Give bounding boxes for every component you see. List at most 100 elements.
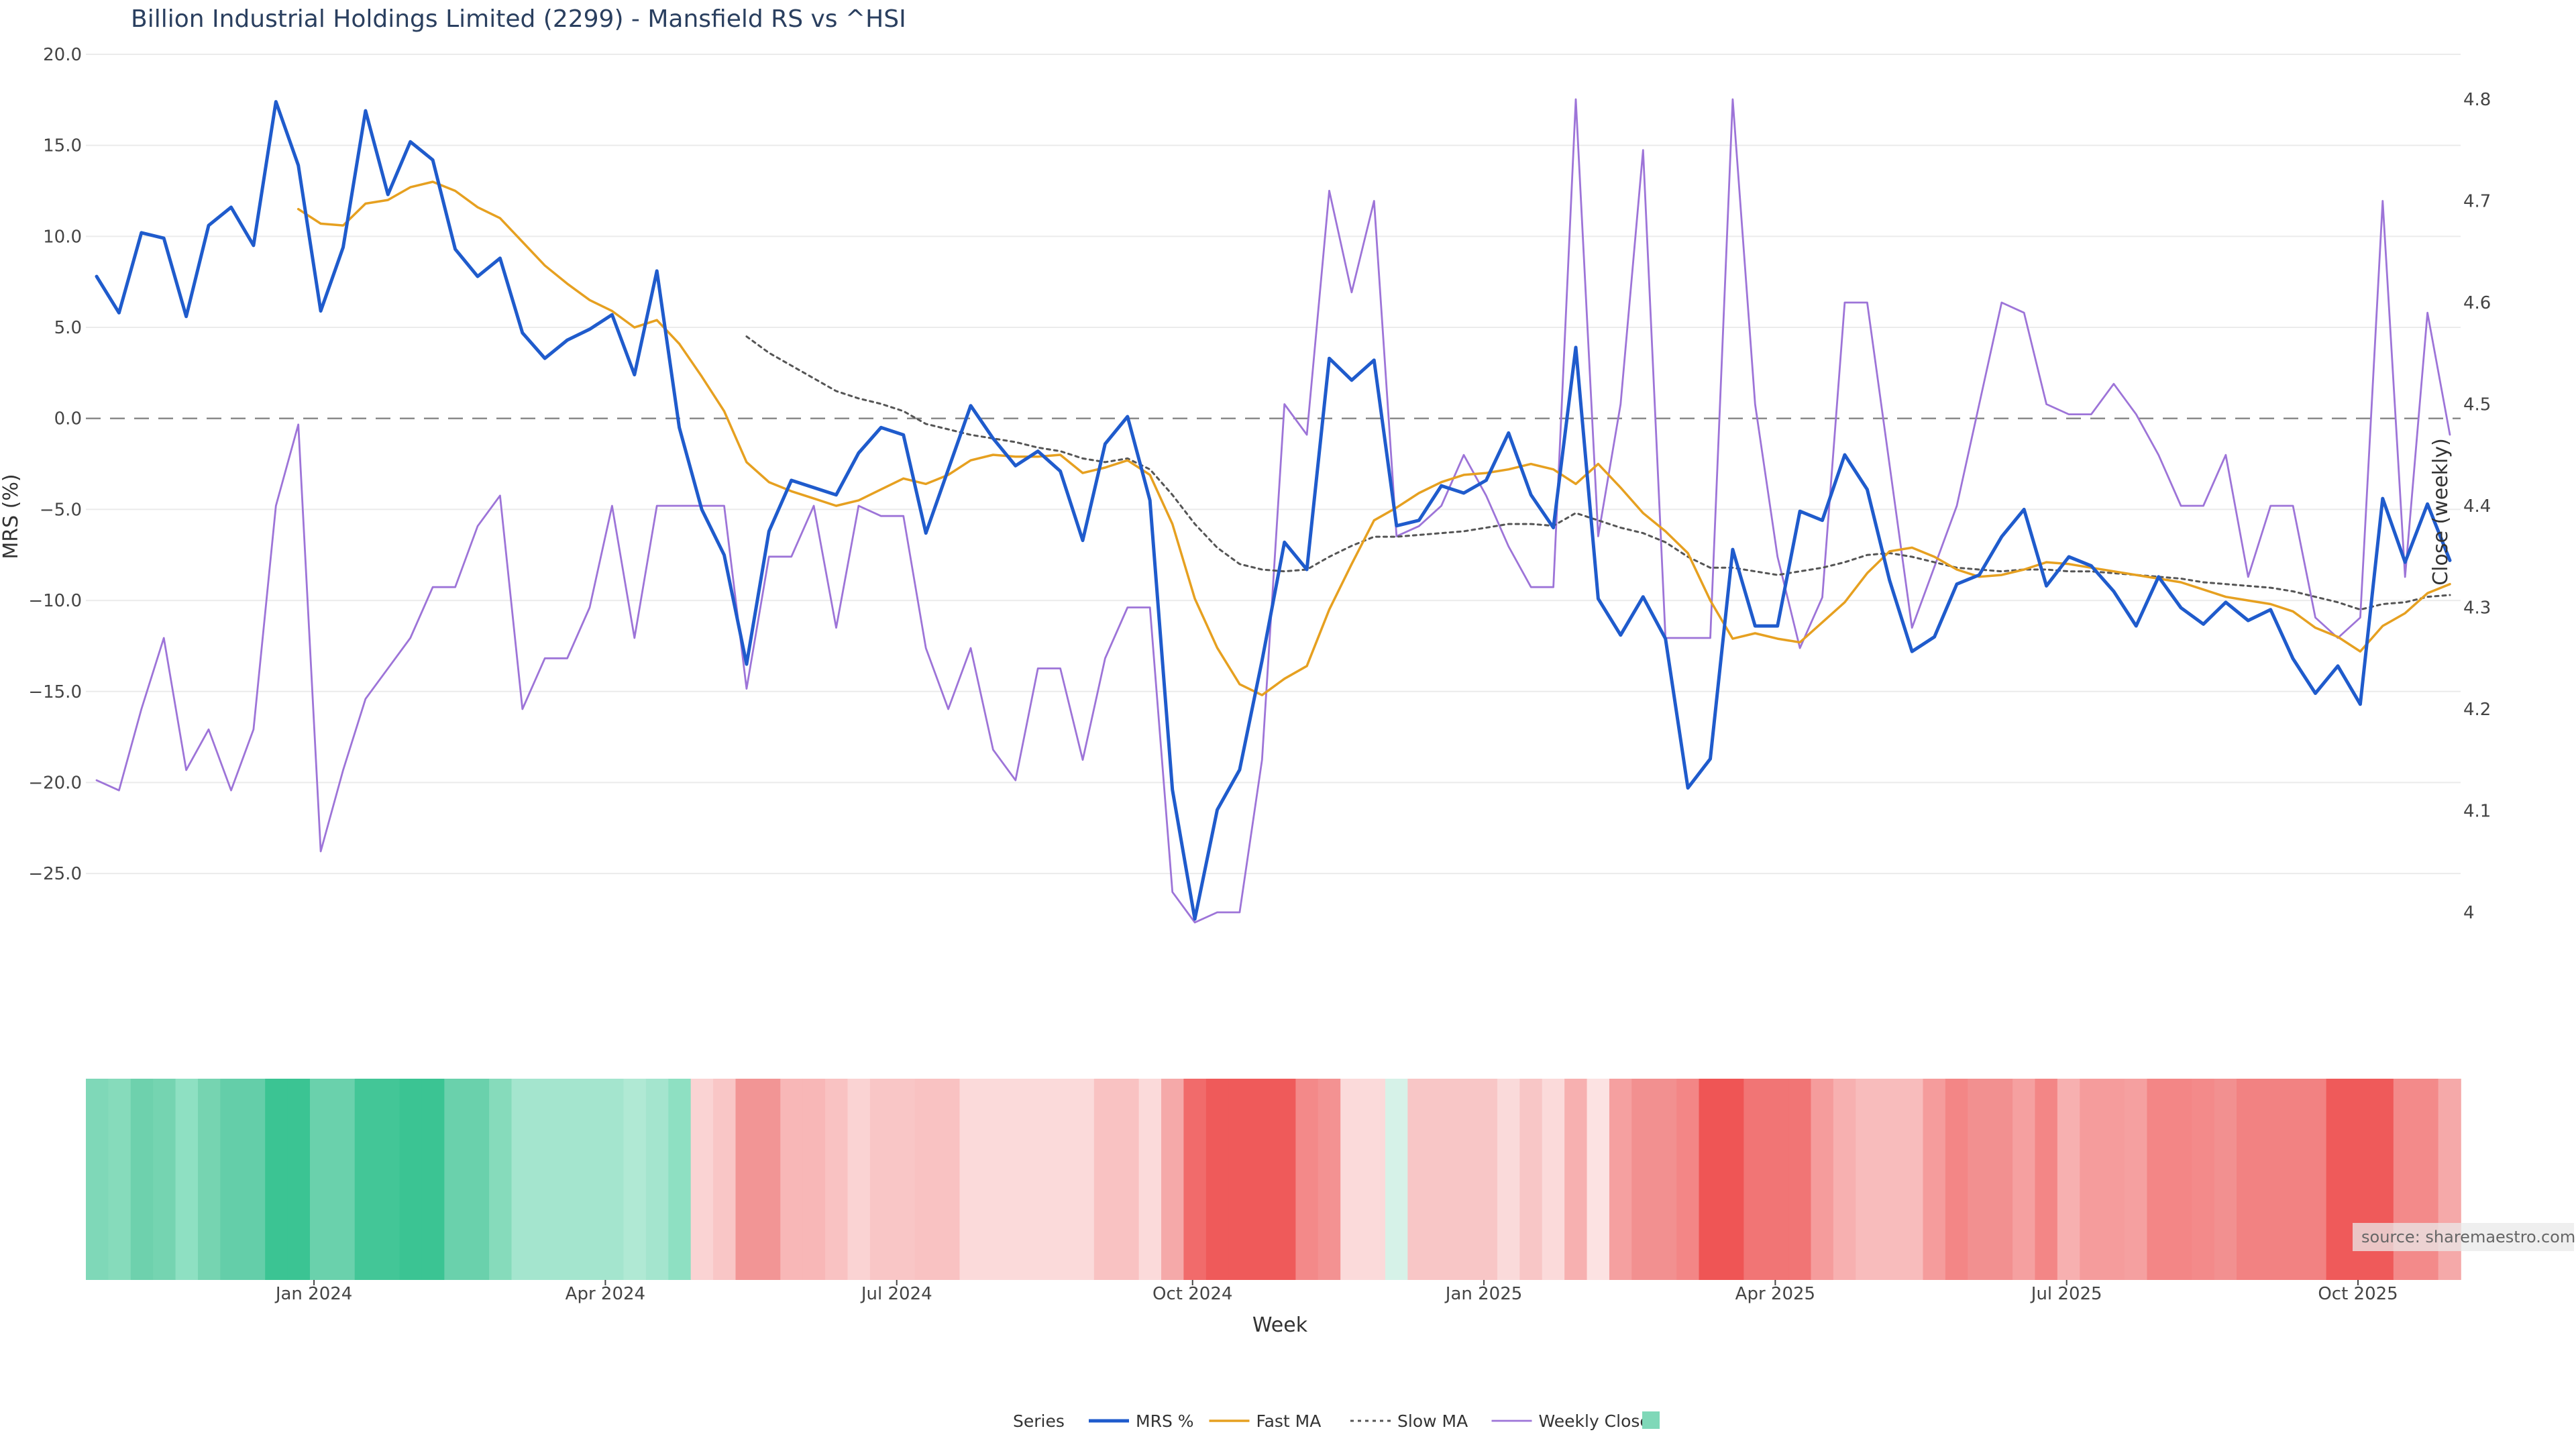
heatmap-cell xyxy=(1004,1079,1028,1280)
heatmap-cell xyxy=(869,1079,894,1280)
series-line-weekly-close xyxy=(95,98,2451,924)
heatmap-cell xyxy=(1900,1079,1924,1280)
heatmap-cell xyxy=(1049,1079,1073,1280)
heatmap-cell xyxy=(847,1079,871,1280)
gridlines xyxy=(86,54,2461,875)
heatmap-cell xyxy=(1430,1079,1453,1280)
heatmap-cell xyxy=(2281,1079,2305,1280)
heatmap-cell xyxy=(2125,1079,2148,1280)
y-right-tick-label: 4.6 xyxy=(2463,293,2491,313)
y-right-tick-label: 4 xyxy=(2463,903,2475,923)
y-left-tick-label: −25.0 xyxy=(28,864,82,884)
series-lines xyxy=(95,98,2452,924)
heatmap-cell xyxy=(287,1079,311,1280)
y-left-tick-label: 10.0 xyxy=(43,227,82,247)
heatmap-cell xyxy=(645,1079,669,1280)
heatmap-cell xyxy=(1026,1079,1050,1280)
series-line-mrs xyxy=(95,100,2452,921)
heatmap-cell xyxy=(1564,1079,1588,1280)
heatmap-cell xyxy=(489,1079,513,1280)
y-left-tick-label: −5.0 xyxy=(40,500,82,520)
x-tick-label: Jan 2025 xyxy=(1444,1284,1523,1304)
heatmap-cell xyxy=(1721,1079,1745,1280)
y-axis-left-title: MRS (%) xyxy=(0,474,23,559)
axes: 20.0 15.0 10.0 5.0 0.0 −5.0 −10.0 −15.0 −20.0 −25… xyxy=(28,45,2491,1304)
heatmap-cell xyxy=(1968,1079,1991,1280)
heatmap-cell xyxy=(332,1079,356,1280)
heatmap-cell xyxy=(511,1079,535,1280)
heatmap-cell xyxy=(1923,1079,1946,1280)
heatmap-cell xyxy=(1385,1079,1409,1280)
legend-label: Slow MA xyxy=(1397,1411,1468,1431)
heatmap-cell xyxy=(601,1079,625,1280)
heatmap-cell xyxy=(1766,1079,1789,1280)
heatmap-cell xyxy=(265,1079,288,1280)
heatmap-cell xyxy=(242,1079,266,1280)
chart-title: Billion Industrial Holdings Limited (229… xyxy=(131,5,906,33)
heatmap-cell xyxy=(690,1079,714,1280)
x-tick-label: Jan 2024 xyxy=(274,1284,353,1304)
heatmap-cell xyxy=(86,1079,109,1280)
legend-label: Fast MA xyxy=(1256,1411,1322,1431)
heatmap-cell xyxy=(1878,1079,1901,1280)
heatmap-cell xyxy=(623,1079,647,1280)
heatmap-cell xyxy=(533,1079,557,1280)
series-line-slow-ma xyxy=(745,335,2451,611)
heatmap-cell xyxy=(1945,1079,1969,1280)
heatmap-cell xyxy=(2080,1079,2103,1280)
heatmap-cell xyxy=(1654,1079,1677,1280)
heatmap-cell xyxy=(1676,1079,1700,1280)
legend-items: MRS % Fast MA Slow MA Weekly Close xyxy=(1089,1411,1660,1431)
heatmap-cell xyxy=(1743,1079,1767,1280)
heatmap-cell xyxy=(668,1079,692,1280)
source-watermark: source: sharemaestro.com xyxy=(2353,1223,2575,1251)
heatmap-cell xyxy=(2057,1079,2081,1280)
y-right-tick-label: 4.1 xyxy=(2463,802,2491,822)
heatmap-cell xyxy=(1205,1079,1230,1280)
x-tick-label: Oct 2025 xyxy=(2318,1284,2398,1304)
y-left-tick-label: 20.0 xyxy=(43,45,82,65)
heatmap-cell xyxy=(399,1079,423,1280)
heatmap-cell xyxy=(1116,1079,1140,1280)
heatmap-cell xyxy=(2035,1079,2058,1280)
heatmap-cell xyxy=(1609,1079,1633,1280)
heatmap-cell xyxy=(757,1079,782,1280)
y-axis-right-title: Close (weekly) xyxy=(2429,438,2453,586)
heatmap-cell xyxy=(780,1079,804,1280)
x-tick-label: Jul 2024 xyxy=(860,1284,932,1304)
heatmap-cell xyxy=(1542,1079,1565,1280)
y-right-tick-label: 4.2 xyxy=(2463,700,2491,720)
y-right-tick-label: 4.8 xyxy=(2463,90,2491,110)
heatmap-cell xyxy=(2192,1079,2215,1280)
heatmap-cell xyxy=(1452,1079,1476,1280)
y-right-tick-label: 4.7 xyxy=(2463,192,2491,212)
y-left-tick-label: 0.0 xyxy=(54,409,82,429)
heatmap-cell xyxy=(2102,1079,2125,1280)
heatmap-cell xyxy=(309,1079,333,1280)
heatmap-cell xyxy=(130,1079,154,1280)
heatmap-cell xyxy=(108,1079,131,1280)
heatmap-cell xyxy=(1833,1079,1857,1280)
y-right-tick-label: 4.4 xyxy=(2463,496,2491,517)
source-text: source: sharemaestro.com xyxy=(2361,1228,2575,1246)
legend-title: Series xyxy=(1013,1411,1065,1431)
heatmap-cell xyxy=(377,1079,400,1280)
heatmap-cell xyxy=(1474,1079,1498,1280)
heatmap-band xyxy=(86,1079,2461,1280)
heatmap-cell xyxy=(959,1079,983,1280)
heatmap-cell xyxy=(1250,1079,1274,1280)
series-line-fast-ma xyxy=(297,180,2451,696)
y-left-tick-label: 15.0 xyxy=(43,136,82,156)
heatmap-cell xyxy=(1519,1079,1543,1280)
heatmap-cell xyxy=(1362,1079,1386,1280)
heatmap-cell xyxy=(421,1079,445,1280)
heatmap-cell xyxy=(2012,1079,2036,1280)
heatmap-cell xyxy=(2304,1079,2327,1280)
x-tick-label: Apr 2025 xyxy=(1735,1284,1815,1304)
heatmap-cell xyxy=(1788,1079,1812,1280)
x-axis-title: Week xyxy=(1252,1313,1308,1337)
x-tick-label: Oct 2024 xyxy=(1152,1284,1232,1304)
heatmap-cell xyxy=(1631,1079,1655,1280)
heatmap-cell xyxy=(1295,1079,1319,1280)
